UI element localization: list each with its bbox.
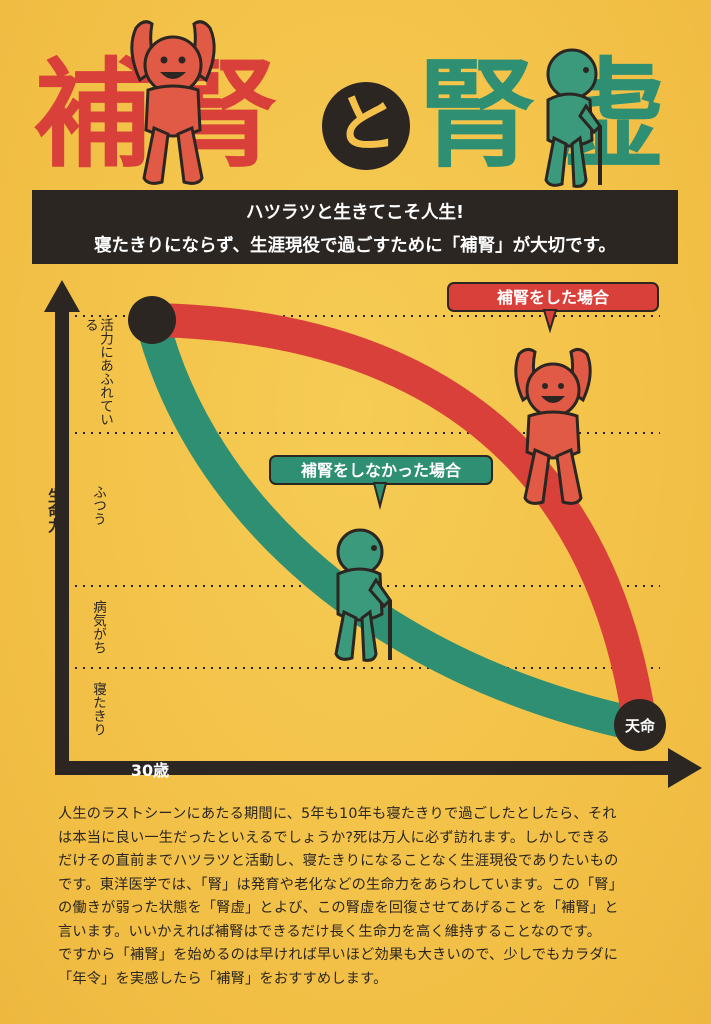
series-green-curve [135,315,644,742]
old-person-illustration-chart [334,528,392,662]
paragraph-line: 「年令」を実感したら「補腎」をおすすめします。 [58,970,388,987]
y-axis-arrow [44,280,80,312]
end-point [614,699,666,751]
title-char-ho: 補 [34,46,152,184]
level-label-sickly: 病気がち [90,600,106,654]
paragraph-line: は本当に良い一生だったといえるでしょうか?死は万人に必ず訪れます。しかしできる [58,829,610,846]
paragraph-line: の働きが弱った状態を「腎虚」とよび、この腎虚を回復させてあげることを「補腎」と [58,900,619,916]
x-axis-arrow [668,748,702,788]
level-label-bedridden: 寝たきり [90,682,106,736]
series-red-curve [151,303,657,728]
happy-person-illustration-chart [514,347,592,505]
paragraph-line: だけその直前までハツラツと活動し、寝たきりになることなく生涯現役でありたいもの [58,853,619,869]
y-axis-label: 生命力 [46,488,64,533]
old-person-illustration-title [544,48,602,188]
paragraph-line: 言います。いいかえれば補腎はできるだけ長く生命力を高く維持することなのです。 [58,923,602,940]
end-label: 天命 [625,717,656,735]
level-label-vital: 活力にあふれている [82,318,113,426]
banner-line-1: ハツラツと生きてこそ人生! [246,203,464,223]
level-label-normal: ふつう [90,485,106,526]
callout-with-hojin: 補腎をした場合 [447,282,659,334]
vitality-chart: 補腎をした場合 補腎をしなかった場合 天命 30歳 [44,280,702,788]
series-red-label: 補腎をした場合 [496,288,610,307]
connector-circle [322,82,410,170]
happy-person-illustration-title [130,20,216,185]
paragraph-line: です。東洋医学では、「腎」は発育や老化などの生命力をあらわしています。この「腎」 [58,876,624,893]
title-connector: と [334,87,397,160]
banner-line-2: 寝たきりにならず、生涯現役で過ごすために「補腎」が大切です。 [94,236,616,256]
start-point [128,296,176,344]
title-char-jin-right: 腎 [418,46,536,184]
x-axis-label: 30歳 [131,761,169,780]
callout-without-hojin: 補腎をしなかった場合 [269,455,493,510]
paragraph-line: ですから「補腎」を始めるのは早ければ早いほど効果も大きいので、少しでもカラダに [58,947,619,963]
headline-banner: ハツラツと生きてこそ人生! 寝たきりにならず、生涯現役で過ごすために「補腎」が大… [32,190,678,264]
paragraph-line: 人生のラストシーンにあたる期間に、5年も10年も寝たきりで過ごしたとしたら、それ [58,806,617,822]
series-green-label: 補腎をしなかった場合 [300,461,462,480]
explanation-paragraph: 人生のラストシーンにあたる期間に、5年も10年も寝たきりで過ごしたとしたら、それ… [58,803,658,991]
